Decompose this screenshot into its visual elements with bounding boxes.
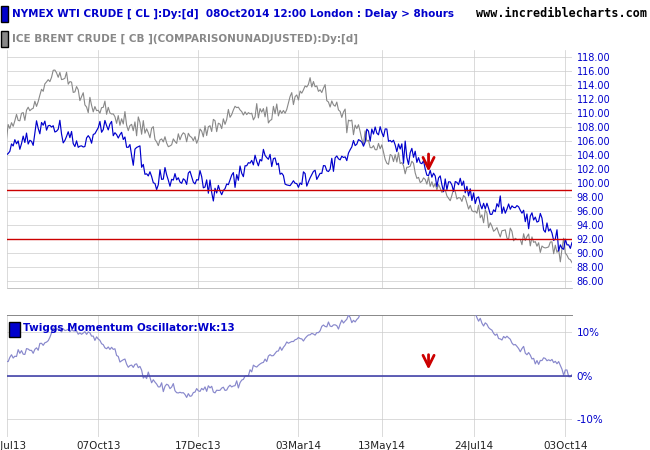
Text: www.incrediblecharts.com: www.incrediblecharts.com (476, 7, 647, 20)
Text: Twiggs Momentum Oscillator:Wk:13: Twiggs Momentum Oscillator:Wk:13 (23, 323, 235, 333)
FancyBboxPatch shape (9, 322, 20, 337)
Text: ICE BRENT CRUDE [ CB ](COMPARISONUNADJUSTED):Dy:[d]: ICE BRENT CRUDE [ CB ](COMPARISONUNADJUS… (12, 33, 358, 44)
FancyBboxPatch shape (1, 6, 8, 22)
Text: NYMEX WTI CRUDE [ CL ]:Dy:[d]  08Oct2014 12:00 London : Delay > 8hours: NYMEX WTI CRUDE [ CL ]:Dy:[d] 08Oct2014 … (12, 9, 454, 19)
FancyBboxPatch shape (1, 31, 8, 47)
